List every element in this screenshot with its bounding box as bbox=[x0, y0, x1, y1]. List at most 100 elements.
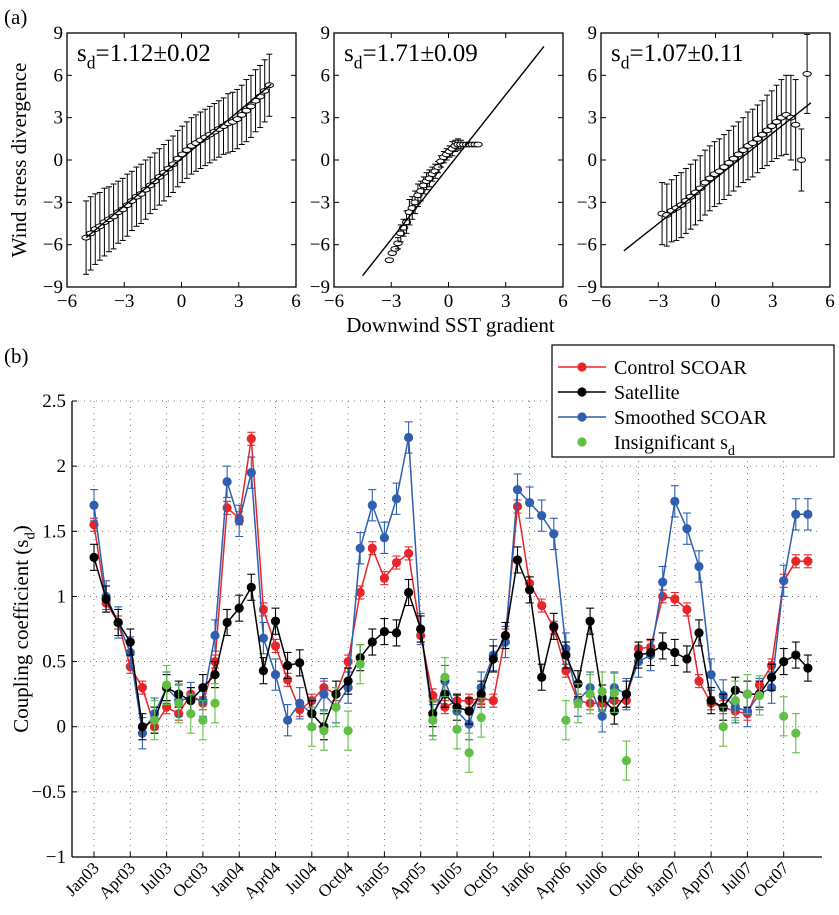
data-point bbox=[597, 711, 607, 721]
data-point bbox=[234, 516, 244, 526]
data-point bbox=[331, 702, 341, 712]
data-point bbox=[186, 709, 196, 719]
y-tick-label: −3 bbox=[577, 192, 597, 213]
data-point bbox=[525, 585, 535, 595]
data-point bbox=[694, 561, 704, 572]
x-tick-label: 0 bbox=[711, 291, 721, 312]
data-point bbox=[790, 121, 801, 128]
data-point bbox=[89, 500, 99, 510]
grid bbox=[72, 400, 822, 858]
data-point bbox=[803, 509, 813, 519]
data-point bbox=[476, 689, 486, 699]
y-tick-label: 0 bbox=[321, 150, 331, 171]
legend-marker bbox=[577, 362, 587, 372]
data-point bbox=[658, 577, 668, 587]
data-point bbox=[682, 654, 692, 664]
data-point bbox=[796, 157, 807, 163]
x-tick-label: Jul06 bbox=[572, 858, 611, 897]
data-point bbox=[379, 573, 389, 583]
slope-annotation-rest: =1.07±0.11 bbox=[629, 40, 743, 67]
data-point bbox=[355, 543, 365, 553]
data-point bbox=[791, 650, 801, 660]
series-satellite bbox=[89, 543, 813, 741]
legend-label: Control SCOAR bbox=[614, 357, 747, 379]
data-point bbox=[748, 140, 758, 146]
data-point bbox=[391, 494, 402, 504]
x-axis-label: Downwind SST gradient bbox=[346, 313, 555, 337]
data-point bbox=[137, 722, 147, 732]
y-tick-label: 9 bbox=[321, 23, 331, 44]
y-tick-label: −6 bbox=[577, 235, 597, 256]
data-point bbox=[779, 576, 789, 586]
data-point bbox=[379, 533, 389, 543]
data-point bbox=[246, 582, 256, 592]
data-point bbox=[573, 698, 583, 708]
data-point bbox=[549, 529, 559, 539]
data-point bbox=[319, 689, 329, 699]
y-tick-label: 0 bbox=[57, 717, 67, 738]
data-point bbox=[210, 698, 220, 708]
data-point bbox=[670, 496, 680, 506]
series-control-scoar bbox=[89, 431, 813, 734]
data-point bbox=[404, 587, 414, 598]
data-point bbox=[295, 658, 305, 668]
data-point bbox=[391, 628, 402, 638]
data-point bbox=[585, 616, 595, 626]
data-point bbox=[210, 630, 220, 641]
plot-area bbox=[81, 53, 274, 275]
data-point bbox=[803, 663, 813, 673]
data-point bbox=[803, 556, 813, 566]
y-tick-label: 3 bbox=[588, 108, 598, 129]
data-point bbox=[767, 123, 777, 130]
plot-area bbox=[623, 33, 812, 252]
data-point bbox=[670, 647, 680, 658]
legend-label-sub: d bbox=[728, 444, 735, 459]
data-point bbox=[283, 675, 293, 685]
x-tick-label: −6 bbox=[324, 291, 344, 312]
x-tick-label: Jul07 bbox=[717, 858, 757, 898]
data-point bbox=[754, 690, 765, 701]
y-tick-label: 0.5 bbox=[42, 652, 66, 673]
panel-label-b: (b) bbox=[4, 344, 29, 368]
data-point bbox=[222, 503, 232, 513]
data-point bbox=[270, 616, 281, 626]
series-insignificant-s-d bbox=[149, 644, 801, 781]
y-tick-label: −0.5 bbox=[32, 782, 66, 803]
data-point bbox=[658, 641, 668, 651]
legend-label-main: Insignificant s bbox=[614, 432, 728, 454]
data-point bbox=[137, 683, 147, 693]
y-tick-label: −9 bbox=[43, 277, 63, 298]
y-tick-label: −3 bbox=[310, 192, 330, 213]
data-point bbox=[670, 594, 680, 604]
y-tick-label: 6 bbox=[588, 65, 598, 86]
data-point bbox=[343, 676, 353, 686]
data-point bbox=[512, 484, 523, 495]
data-point bbox=[222, 617, 232, 628]
data-point bbox=[791, 509, 801, 519]
data-point bbox=[500, 630, 510, 641]
data-point bbox=[162, 680, 172, 690]
data-point bbox=[512, 555, 523, 565]
data-point bbox=[410, 199, 420, 206]
data-point bbox=[464, 748, 474, 758]
y-tick-label: 2 bbox=[57, 456, 67, 477]
data-point bbox=[210, 670, 220, 680]
x-tick-label: 3 bbox=[768, 291, 778, 312]
data-point bbox=[355, 659, 365, 669]
data-point bbox=[234, 603, 244, 613]
data-point bbox=[476, 712, 486, 723]
data-point bbox=[258, 666, 268, 676]
data-point bbox=[246, 468, 256, 478]
y-tick-label: 3 bbox=[321, 108, 331, 129]
fit-line bbox=[85, 83, 272, 239]
legend-box bbox=[551, 344, 835, 458]
data-point bbox=[767, 672, 777, 682]
y-tick-label: 0 bbox=[54, 150, 64, 171]
data-point bbox=[549, 621, 559, 631]
data-point bbox=[742, 689, 753, 699]
fit-line bbox=[362, 45, 545, 277]
data-point bbox=[718, 722, 728, 732]
